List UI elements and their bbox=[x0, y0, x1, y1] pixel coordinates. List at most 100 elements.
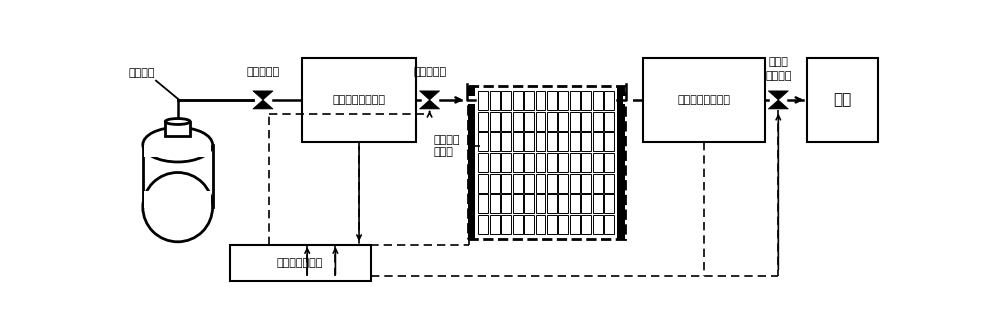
Bar bbox=[593, 215, 603, 234]
Bar bbox=[501, 112, 511, 131]
Bar bbox=[536, 174, 545, 193]
Bar bbox=[604, 215, 614, 234]
Bar bbox=[501, 215, 511, 234]
Bar bbox=[524, 91, 534, 110]
Bar bbox=[524, 194, 534, 213]
Polygon shape bbox=[768, 100, 788, 109]
Bar bbox=[501, 194, 511, 213]
Polygon shape bbox=[768, 91, 788, 100]
Bar bbox=[478, 132, 488, 151]
Bar bbox=[570, 153, 580, 172]
Bar bbox=[478, 194, 488, 213]
Bar bbox=[490, 194, 500, 213]
Bar bbox=[144, 145, 211, 157]
Bar bbox=[547, 91, 557, 110]
Bar bbox=[604, 194, 614, 213]
Bar bbox=[144, 191, 211, 208]
Bar bbox=[490, 132, 500, 151]
Bar bbox=[490, 112, 500, 131]
Bar bbox=[547, 153, 557, 172]
Bar bbox=[513, 112, 523, 131]
Bar bbox=[478, 112, 488, 131]
Bar bbox=[593, 112, 603, 131]
Bar bbox=[467, 96, 477, 104]
Polygon shape bbox=[420, 100, 440, 109]
Bar bbox=[558, 215, 568, 234]
Bar bbox=[570, 91, 580, 110]
Bar bbox=[478, 174, 488, 193]
Bar bbox=[143, 145, 213, 207]
Bar bbox=[478, 215, 488, 234]
Bar bbox=[501, 91, 511, 110]
Bar bbox=[524, 153, 534, 172]
Bar bbox=[468, 86, 625, 239]
Bar bbox=[581, 174, 591, 193]
Bar bbox=[558, 112, 568, 131]
Bar bbox=[230, 245, 371, 281]
Polygon shape bbox=[420, 91, 440, 100]
Text: 氢气管路: 氢气管路 bbox=[129, 68, 155, 78]
Bar bbox=[604, 91, 614, 110]
Bar bbox=[604, 132, 614, 151]
Bar bbox=[501, 132, 511, 151]
Bar bbox=[490, 174, 500, 193]
Bar bbox=[547, 112, 557, 131]
Bar bbox=[593, 153, 603, 172]
Bar bbox=[581, 112, 591, 131]
Bar bbox=[536, 153, 545, 172]
Bar bbox=[581, 91, 591, 110]
Bar bbox=[513, 174, 523, 193]
Bar bbox=[524, 132, 534, 151]
Bar bbox=[593, 194, 603, 213]
Bar bbox=[524, 174, 534, 193]
Bar bbox=[570, 112, 580, 131]
Bar bbox=[593, 174, 603, 193]
Bar bbox=[302, 57, 416, 142]
Bar bbox=[581, 194, 591, 213]
Text: 燃料电池控制器: 燃料电池控制器 bbox=[277, 258, 323, 268]
Polygon shape bbox=[253, 91, 273, 100]
Bar bbox=[570, 215, 580, 234]
Bar bbox=[547, 174, 557, 193]
Bar bbox=[536, 194, 545, 213]
Text: 进气压力检测装置: 进气压力检测装置 bbox=[333, 95, 386, 105]
Bar bbox=[513, 153, 523, 172]
Text: 排气: 排气 bbox=[834, 92, 852, 108]
Polygon shape bbox=[253, 100, 273, 109]
Bar bbox=[524, 112, 534, 131]
Bar bbox=[478, 153, 488, 172]
Bar bbox=[593, 132, 603, 151]
Bar bbox=[478, 91, 488, 110]
Bar bbox=[558, 153, 568, 172]
Bar bbox=[536, 215, 545, 234]
Bar bbox=[558, 132, 568, 151]
Bar bbox=[604, 153, 614, 172]
Bar bbox=[490, 153, 500, 172]
Bar bbox=[536, 132, 545, 151]
Text: 机械减压鄀: 机械减压鄀 bbox=[246, 67, 280, 77]
Bar bbox=[490, 215, 500, 234]
Text: 氢气储存瓶: 氢气储存瓶 bbox=[157, 184, 199, 198]
Bar bbox=[643, 57, 765, 142]
Text: 出气压力检测装置: 出气压力检测装置 bbox=[677, 95, 730, 105]
Bar bbox=[593, 91, 603, 110]
Bar bbox=[513, 194, 523, 213]
Bar bbox=[581, 153, 591, 172]
Bar bbox=[617, 86, 625, 239]
Bar bbox=[570, 174, 580, 193]
Bar bbox=[524, 215, 534, 234]
Bar bbox=[547, 132, 557, 151]
Bar bbox=[501, 174, 511, 193]
Bar bbox=[581, 132, 591, 151]
Ellipse shape bbox=[143, 127, 213, 162]
Bar bbox=[547, 194, 557, 213]
Text: 节电压检
测装置: 节电压检 测装置 bbox=[433, 135, 460, 157]
Text: 排气比例: 排气比例 bbox=[765, 71, 792, 81]
Bar bbox=[604, 112, 614, 131]
Bar bbox=[570, 194, 580, 213]
Bar bbox=[558, 174, 568, 193]
Bar bbox=[807, 57, 878, 142]
Ellipse shape bbox=[165, 119, 190, 124]
Ellipse shape bbox=[143, 173, 213, 242]
Bar bbox=[165, 122, 190, 136]
